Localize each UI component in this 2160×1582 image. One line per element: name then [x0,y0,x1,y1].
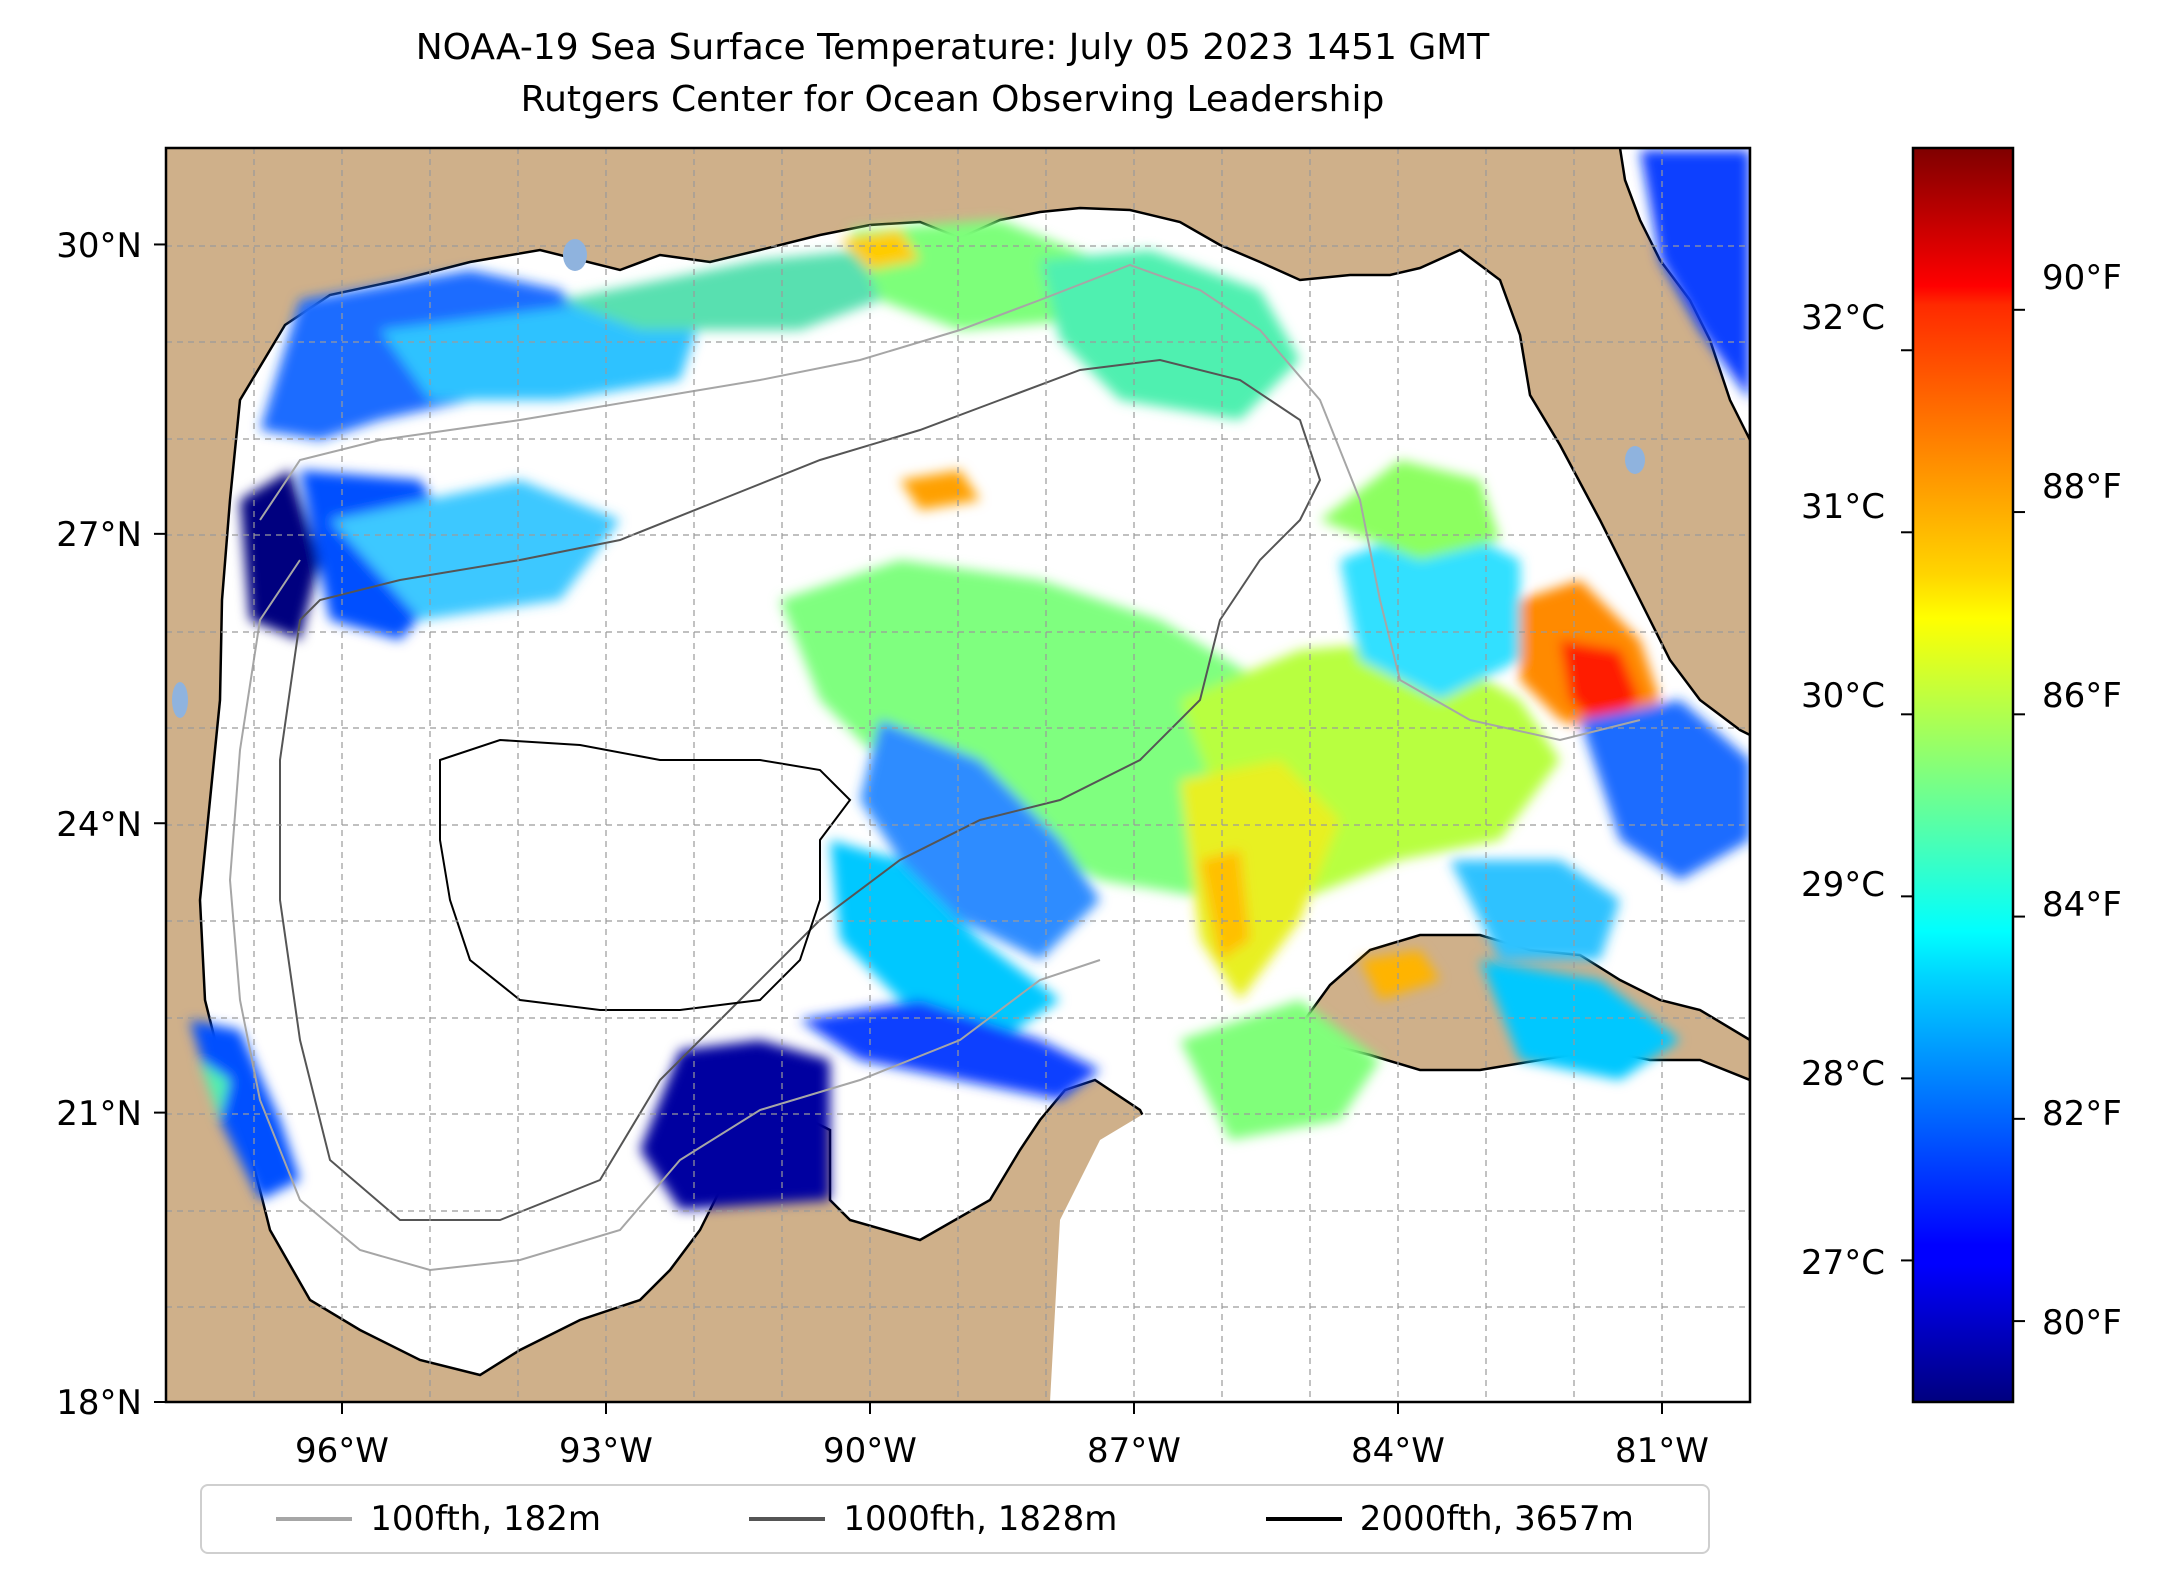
caribbean-water [1050,1110,1750,1402]
fahrenheit-label: 90°F [2042,258,2122,298]
bathymetry-contours [228,263,1641,1272]
map-panel [166,148,1750,1402]
lat-tick-label: 27°N [56,515,142,555]
celsius-labels: 27°C 28°C 29°C 30°C 31°C 32°C [1801,298,1885,1283]
map-subtitle: Rutgers Center for Ocean Observing Leade… [520,79,1385,120]
legend-label: 1000fth, 1828m [843,1499,1118,1539]
contour-1000fth [279,358,1322,1221]
celsius-label: 28°C [1801,1054,1885,1094]
legend-line-100fth [276,1517,353,1521]
fahrenheit-label: 86°F [2042,676,2122,716]
legend-item-100fth: 100fth, 182m [276,1499,601,1539]
celsius-label: 29°C [1801,865,1885,905]
celsius-label: 30°C [1801,676,1885,716]
contour-2000fth [439,738,852,1011]
lat-tick-labels: 18°N 21°N 24°N 27°N 30°N [56,226,142,1423]
fahrenheit-label: 84°F [2042,885,2122,925]
lat-tick-label: 18°N [56,1383,142,1423]
lon-tick-label: 90°W [823,1431,917,1471]
fahrenheit-label: 88°F [2042,467,2122,507]
contour-legend: 100fth, 182m 1000fth, 1828m 2000fth, 365… [200,1484,1710,1554]
celsius-label: 32°C [1801,298,1885,338]
lake [1625,446,1645,474]
lon-tick-label: 81°W [1615,1431,1709,1471]
gridlines [166,148,1750,1402]
colorbar-ticks [1901,308,2025,1323]
legend-label: 2000fth, 3657m [1359,1499,1634,1539]
legend-item-2000fth: 2000fth, 3657m [1265,1499,1634,1539]
lat-tick-label: 24°N [56,805,142,845]
celsius-label: 27°C [1801,1243,1885,1283]
colorbar-gradient [1911,146,2015,1404]
fahrenheit-label: 80°F [2042,1303,2122,1343]
fahrenheit-label: 82°F [2042,1094,2122,1134]
colorbar: 27°C 28°C 29°C 30°C 31°C 32°C 80°F 82°F … [1801,146,2122,1404]
map-title: NOAA-19 Sea Surface Temperature: July 05… [415,27,1490,68]
lat-tick-label: 30°N [56,226,142,266]
lon-tick-label: 93°W [559,1431,653,1471]
map-frame [164,146,1752,1404]
lon-tick-label: 87°W [1087,1431,1181,1471]
celsius-label: 31°C [1801,487,1885,527]
lon-tick-label: 84°W [1351,1431,1445,1471]
fahrenheit-labels: 80°F 82°F 84°F 86°F 88°F 90°F [2042,258,2122,1343]
lon-tick-label: 96°W [295,1431,389,1471]
legend-label: 100fth, 182m [370,1499,601,1539]
legend-line-1000fth [749,1517,826,1521]
map-axis-ticks [154,243,1663,1414]
lake [172,682,188,718]
legend-item-1000fth: 1000fth, 1828m [749,1499,1117,1539]
legend-line-2000fth [1265,1517,1342,1521]
lat-tick-label: 21°N [56,1094,142,1134]
lake [563,239,587,271]
lon-tick-labels: 96°W 93°W 90°W 87°W 84°W 81°W [295,1431,1709,1471]
